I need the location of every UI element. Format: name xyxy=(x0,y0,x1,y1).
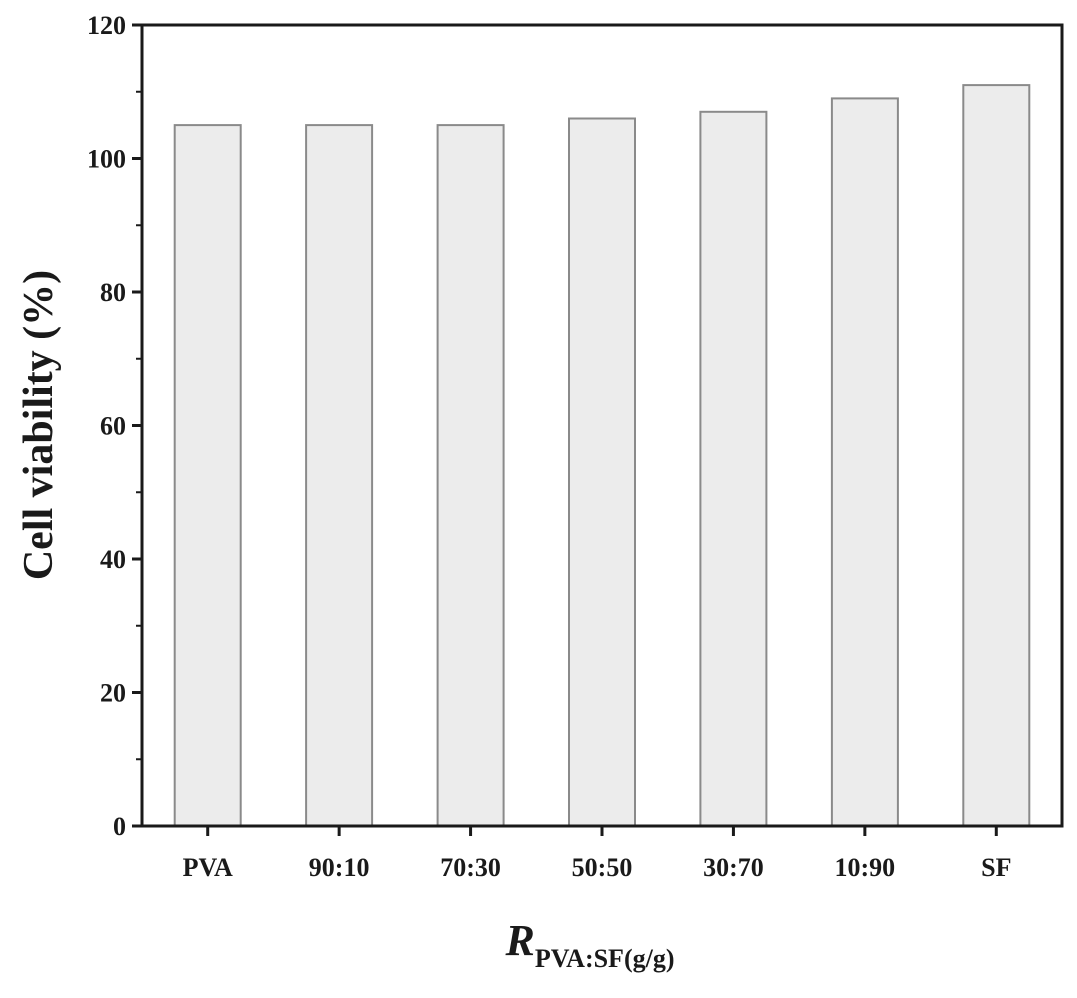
bar-10:90 xyxy=(830,97,899,827)
bar-70:30 xyxy=(436,124,505,828)
bar-50:50 xyxy=(568,117,636,827)
x-tick-label: 90:10 xyxy=(309,853,370,882)
x-ticks-group: PVA 90:10 70:30 50:50 30:70 10:90 SF xyxy=(183,826,1011,882)
bar-PVA xyxy=(173,124,242,828)
bar-90:10 xyxy=(305,124,374,828)
y-tick-label: 40 xyxy=(100,545,126,574)
y-tick-label: 100 xyxy=(87,145,126,174)
x-axis-label: RPVA:SF(g/g) xyxy=(505,916,675,973)
x-tick-label: 70:30 xyxy=(440,853,501,882)
x-tick-label: SF xyxy=(981,853,1011,882)
bar-SF xyxy=(962,84,1031,828)
x-tick-label: 30:70 xyxy=(703,853,764,882)
x-axis-label-subscript: PVA:SF(g/g) xyxy=(535,944,675,973)
y-tick-label: 120 xyxy=(87,11,126,40)
x-tick-label: 50:50 xyxy=(572,853,633,882)
y-tick-label: 80 xyxy=(100,278,126,307)
y-axis-label: Cell viability (%) xyxy=(16,270,62,580)
y-tick-label: 60 xyxy=(100,412,126,441)
y-ticks-group: 0 20 40 60 80 100 120 xyxy=(87,11,142,841)
x-tick-label: 10:90 xyxy=(835,853,896,882)
x-axis-label-main: R xyxy=(505,916,535,965)
y-tick-label: 20 xyxy=(100,679,126,708)
bars-group xyxy=(173,84,1031,828)
bar-30:70 xyxy=(699,110,768,828)
y-tick-label: 0 xyxy=(113,812,126,841)
x-tick-label: PVA xyxy=(183,853,233,882)
